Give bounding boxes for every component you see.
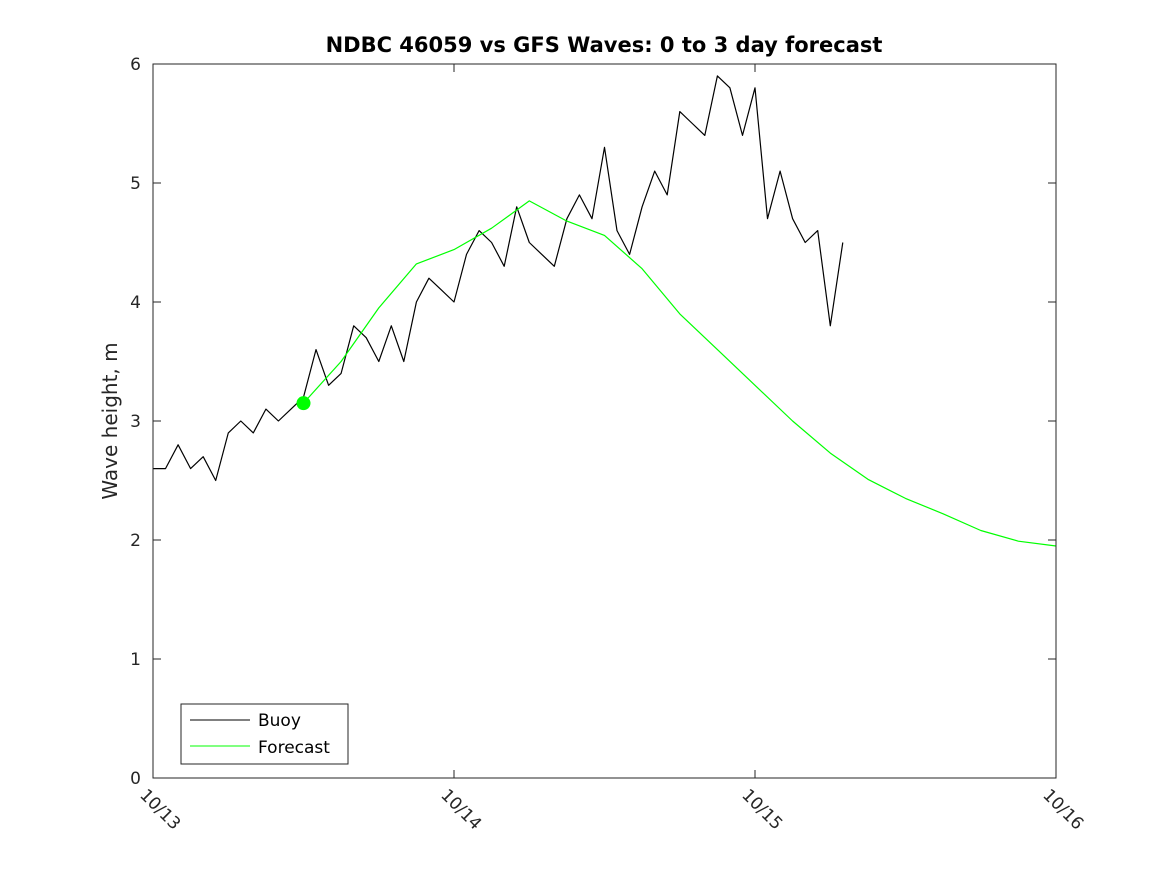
- legend: Buoy Forecast: [180, 703, 349, 765]
- x-tick-label: 10/13: [135, 785, 184, 834]
- series-line-buoy: [153, 75, 844, 482]
- x-tick-label: 10/15: [737, 785, 786, 834]
- y-tick-label: 1: [130, 650, 141, 670]
- legend-label-forecast: Forecast: [258, 738, 330, 758]
- y-tick-label: 0: [130, 769, 141, 789]
- plot-area: [153, 64, 1056, 778]
- series-layer: [153, 75, 1057, 547]
- series-line-forecast: [303, 200, 1057, 547]
- x-tick-label: 10/14: [436, 785, 485, 834]
- x-tick-label: 10/16: [1038, 785, 1087, 834]
- chart-title: NDBC 46059 vs GFS Waves: 0 to 3 day fore…: [326, 33, 883, 57]
- y-tick-label: 3: [130, 412, 141, 432]
- y-tick-label: 2: [130, 531, 141, 551]
- legend-box: [180, 703, 349, 765]
- y-tick-label: 6: [130, 55, 141, 75]
- y-axis: 0 1 2 3 4 5 6: [130, 55, 1056, 789]
- y-tick-label: 4: [130, 293, 141, 313]
- legend-label-buoy: Buoy: [258, 711, 301, 731]
- y-tick-label: 5: [130, 174, 141, 194]
- y-axis-label: Wave height, m: [98, 342, 122, 499]
- forecast-start-marker: [296, 396, 311, 411]
